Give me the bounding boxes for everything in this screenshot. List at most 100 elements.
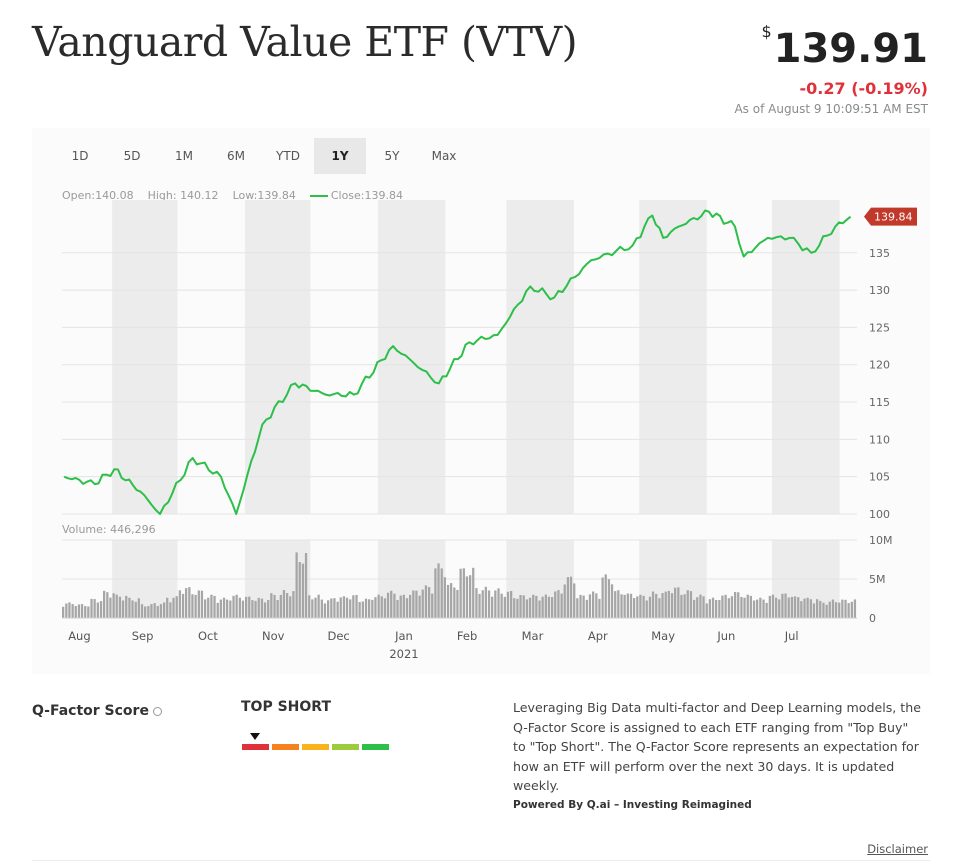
volume-bar: [711, 597, 715, 618]
volume-bar: [172, 597, 175, 618]
page-title: Vanguard Value ETF (VTV): [32, 18, 578, 66]
volume-bar: [409, 594, 412, 618]
volume-bar: [330, 598, 333, 618]
volume-bar: [412, 590, 415, 618]
volume-bar: [708, 599, 711, 618]
info-icon[interactable]: [152, 706, 162, 716]
volume-bar: [188, 587, 191, 618]
volume-bar: [150, 604, 153, 618]
range-tab-1y[interactable]: 1Y: [314, 138, 366, 174]
volume-bar: [573, 583, 576, 618]
ohlc-open: Open:140.08: [62, 189, 134, 202]
volume-bar: [185, 588, 188, 618]
volume-bar: [645, 600, 648, 618]
volume-label: Volume: 446,296: [62, 523, 156, 536]
volume-tick-label: 10M: [869, 534, 893, 547]
y-tick-label: 125: [869, 321, 890, 334]
volume-bar: [828, 601, 831, 618]
x-tick-label: Sep: [132, 629, 154, 643]
volume-bar: [96, 602, 99, 618]
volume-bar: [636, 596, 639, 618]
volume-bar: [194, 594, 197, 618]
volume-bar: [286, 593, 289, 618]
volume-bar: [156, 606, 159, 618]
volume-bar: [263, 602, 267, 618]
volume-bar: [749, 595, 752, 618]
volume-bar: [71, 604, 74, 618]
volume-bar: [342, 596, 346, 618]
range-tab-1d[interactable]: 1D: [71, 149, 89, 163]
volume-bar: [617, 590, 620, 618]
volume-bar: [222, 597, 226, 618]
volume-bar: [352, 595, 355, 618]
close-price-line: [63, 209, 852, 515]
volume-bar: [380, 596, 383, 618]
qfactor-scale-seg: [332, 744, 359, 750]
chart-card: 1D 5D 1M 6M YTD 1Y 5Y Max Open:140.08 Hi…: [32, 128, 930, 674]
volume-bar: [595, 593, 598, 618]
volume-tick-label: 5M: [869, 573, 886, 586]
volume-bar: [166, 597, 169, 618]
volume-bar: [705, 603, 708, 618]
volume-bar: [797, 597, 800, 618]
x-year-label: 2021: [389, 647, 418, 661]
volume-bar: [62, 606, 65, 618]
volume-bar: [431, 593, 434, 618]
x-tick-label: Apr: [588, 629, 608, 643]
volume-bar: [601, 577, 604, 618]
close-legend-swatch: [309, 194, 328, 197]
volume-bar: [245, 596, 248, 618]
volume-bar: [670, 593, 674, 618]
volume-bar: [472, 567, 475, 618]
range-tab-max[interactable]: Max: [431, 149, 457, 163]
range-tab-5d[interactable]: 5D: [123, 149, 141, 163]
ohlc-close-value: Close:139.84: [330, 189, 403, 202]
volume-bar: [178, 590, 181, 618]
range-tab-5y[interactable]: 5Y: [384, 149, 400, 163]
volume-bar: [576, 598, 579, 618]
ohlc-readout: Open:140.08 High: 140.12 Low:139.84 Clos…: [62, 189, 403, 202]
volume-bar: [115, 594, 118, 618]
volume-bar: [569, 576, 573, 618]
volume-bar: [680, 594, 683, 618]
currency-symbol: $: [761, 22, 772, 41]
qfactor-rating: TOP SHORT: [241, 699, 331, 715]
volume-bar: [364, 598, 368, 618]
volume-bar: [481, 590, 484, 618]
volume-bar: [585, 599, 588, 618]
range-tab-1m[interactable]: 1M: [175, 149, 193, 163]
volume-bar: [746, 594, 749, 618]
volume-bar: [850, 601, 853, 618]
volume-bar: [560, 593, 563, 618]
volume-bar: [702, 596, 705, 618]
volume-bar: [456, 590, 459, 618]
volume-bar: [831, 599, 835, 618]
volume-bar: [806, 597, 809, 618]
volume-bar: [469, 575, 472, 618]
range-tab-6m[interactable]: 6M: [227, 149, 245, 163]
ohlc-close: Close:139.84: [309, 189, 403, 202]
x-tick-label: Jan: [394, 629, 413, 643]
ohlc-low: Low:139.84: [232, 189, 296, 202]
volume-bar: [181, 593, 185, 618]
volume-bar: [642, 595, 645, 618]
volume-bar: [279, 594, 282, 618]
range-tab-ytd[interactable]: YTD: [276, 149, 300, 163]
volume-bar: [248, 596, 251, 618]
volume-bar: [207, 597, 210, 618]
volume-bar: [336, 601, 339, 618]
volume-bar: [765, 602, 768, 618]
volume-bar: [270, 593, 273, 618]
volume-bar: [582, 595, 585, 618]
volume-bar: [756, 599, 759, 618]
volume-bar: [579, 594, 582, 618]
volume-bar: [781, 593, 784, 618]
volume-bar: [103, 590, 106, 618]
volume-bar: [440, 568, 443, 618]
volume-bar: [639, 594, 642, 618]
volume-bar: [446, 584, 450, 618]
price-chart[interactable]: 100 105 110 115 120 125 130 135 139.84 Volume: 44…: [32, 128, 930, 674]
disclaimer-link[interactable]: Disclaimer: [867, 842, 928, 856]
volume-bar: [484, 586, 487, 618]
volume-bar: [465, 576, 469, 618]
